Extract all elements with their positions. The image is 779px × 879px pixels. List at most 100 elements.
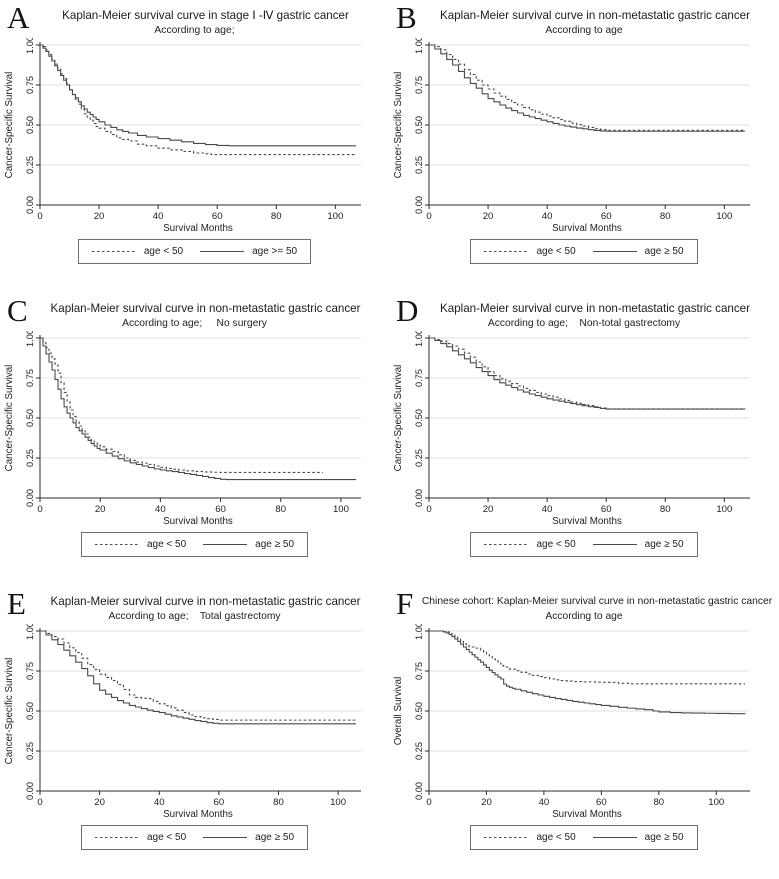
y-tick-label: 1.00 xyxy=(414,38,424,54)
panel-letter: C xyxy=(7,293,28,328)
panel-b: B Kaplan-Meier survival curve in non-met… xyxy=(389,0,779,293)
panel-title: Kaplan-Meier survival curve in stage Ⅰ -… xyxy=(62,9,349,22)
panel-letter: D xyxy=(396,293,419,328)
y-tick-label: 0.25 xyxy=(414,156,424,174)
km-curve-solid xyxy=(429,337,746,410)
y-tick-label: 0.50 xyxy=(25,702,35,720)
legend-dashed-line-sample xyxy=(94,837,139,838)
y-tick-label: 1.00 xyxy=(414,331,424,347)
x-tick-label: 80 xyxy=(660,504,671,515)
legend-solid-line-sample xyxy=(592,251,637,252)
y-tick-label: 0.75 xyxy=(25,662,35,680)
y-tick-label: 0.00 xyxy=(25,489,35,507)
legend-label-under50: age < 50 xyxy=(146,539,187,550)
panel-title: Kaplan-Meier survival curve in non-metas… xyxy=(440,9,750,22)
y-tick-label: 0.00 xyxy=(414,782,424,800)
x-tick-label: 100 xyxy=(716,504,732,515)
km-curve-dashed xyxy=(429,630,745,685)
y-tick-label: 0.50 xyxy=(25,409,35,427)
x-tick-label: 100 xyxy=(330,797,346,808)
legend-label-over50: age ≥ 50 xyxy=(255,832,295,843)
y-axis-label: Cancer-Specific Survival xyxy=(4,365,15,472)
x-tick-label: 20 xyxy=(94,797,105,808)
x-tick-label: 60 xyxy=(601,504,612,515)
km-curve-solid xyxy=(429,44,745,132)
y-axis-label: Overall Survival xyxy=(393,677,404,746)
x-tick-label: 100 xyxy=(716,211,732,222)
panel-c: C Kaplan-Meier survival curve in non-met… xyxy=(0,293,389,586)
km-curve-dashed xyxy=(429,337,746,410)
x-tick-label: 0 xyxy=(426,797,431,808)
km-curve-solid xyxy=(40,337,356,481)
legend-label-under50: age < 50 xyxy=(536,832,576,843)
x-tick-label: 40 xyxy=(153,211,164,222)
legend-dashed-line-sample xyxy=(484,251,529,252)
legend-solid-line-sample xyxy=(203,837,248,838)
x-axis-label: Survival Months xyxy=(163,809,233,820)
legend-solid-line-sample xyxy=(592,544,637,545)
legend-dashed-line-sample xyxy=(484,837,529,838)
x-axis-label: Survival Months xyxy=(163,516,233,527)
x-axis-label: Survival Months xyxy=(163,223,233,234)
x-tick-label: 20 xyxy=(481,797,492,808)
panel-a: A Kaplan-Meier survival curve in stage Ⅰ… xyxy=(0,0,389,293)
legend-dashed-line-sample xyxy=(94,544,139,545)
y-axis-label: Cancer-Specific Survival xyxy=(4,72,15,179)
legend: age < 50 age ≥ 50 xyxy=(389,239,779,264)
legend-box: age < 50 age >= 50 xyxy=(77,239,312,264)
x-tick-label: 40 xyxy=(542,211,553,222)
y-tick-label: 0.25 xyxy=(25,742,35,760)
panel-letter: A xyxy=(7,0,30,35)
x-tick-label: 0 xyxy=(37,211,42,222)
x-tick-label: 60 xyxy=(212,211,223,222)
x-tick-label: 20 xyxy=(483,504,494,515)
km-curve-solid xyxy=(40,630,356,725)
legend-label-over50: age ≥ 50 xyxy=(644,246,684,257)
x-tick-label: 20 xyxy=(483,211,494,222)
legend-box: age < 50 age ≥ 50 xyxy=(80,825,309,850)
y-tick-label: 0.50 xyxy=(414,409,424,427)
x-axis-label: Survival Months xyxy=(552,516,622,527)
legend-label-over50: age >= 50 xyxy=(252,246,298,257)
legend-label-over50: age ≥ 50 xyxy=(255,539,295,550)
y-axis-label: Cancer-Specific Survival xyxy=(393,72,404,179)
x-tick-label: 60 xyxy=(215,504,226,515)
x-tick-label: 40 xyxy=(154,797,165,808)
km-curve-dashed xyxy=(429,44,745,131)
x-tick-label: 80 xyxy=(275,504,286,515)
km-plot: 0.00 0.25 0.50 0.75 1.00 0 20 40 60 80 100 Survival… xyxy=(4,38,361,234)
legend-label-under50: age < 50 xyxy=(536,246,576,257)
x-tick-label: 100 xyxy=(327,211,343,222)
x-tick-label: 40 xyxy=(155,504,166,515)
x-tick-label: 0 xyxy=(37,797,42,808)
x-tick-label: 40 xyxy=(542,504,553,515)
panel-f: F Chinese cohort: Kaplan-Meier survival … xyxy=(389,586,779,879)
legend: age < 50 age >= 50 xyxy=(0,239,389,264)
km-curve-solid xyxy=(40,44,356,147)
y-tick-label: 0.00 xyxy=(414,196,424,214)
legend-label-over50: age ≥ 50 xyxy=(644,539,684,550)
panel-e: E Kaplan-Meier survival curve in non-met… xyxy=(0,586,389,879)
y-tick-label: 0.75 xyxy=(25,369,35,387)
y-tick-label: 0.25 xyxy=(25,156,35,174)
y-tick-label: 1.00 xyxy=(25,38,35,54)
panel-title: Kaplan-Meier survival curve in non-metas… xyxy=(50,595,361,608)
km-plot: 0.00 0.25 0.50 0.75 1.00 0 20 40 60 80 100 Survival… xyxy=(393,331,750,527)
x-tick-label: 40 xyxy=(539,797,550,808)
panel-title: Chinese cohort: Kaplan-Meier survival cu… xyxy=(421,596,773,607)
legend-solid-line-sample xyxy=(592,837,637,838)
y-axis-label: Cancer-Specific Survival xyxy=(393,365,404,472)
y-tick-label: 0.75 xyxy=(25,76,35,94)
km-plot: 0.00 0.25 0.50 0.75 1.00 0 20 40 60 80 100 Survival… xyxy=(4,331,361,527)
x-tick-label: 100 xyxy=(708,797,724,808)
x-axis-label: Survival Months xyxy=(552,809,622,820)
legend-box: age < 50 age ≥ 50 xyxy=(470,532,698,557)
y-tick-label: 0.50 xyxy=(25,116,35,134)
panel-title: Kaplan-Meier survival curve in non-metas… xyxy=(50,302,361,315)
legend-box: age < 50 age ≥ 50 xyxy=(470,825,698,850)
x-tick-label: 80 xyxy=(271,211,282,222)
panel-subtitle: According to age; Non-total gastrectomy xyxy=(487,318,681,329)
legend-label-under50: age < 50 xyxy=(536,539,576,550)
y-tick-label: 0.00 xyxy=(25,782,35,800)
